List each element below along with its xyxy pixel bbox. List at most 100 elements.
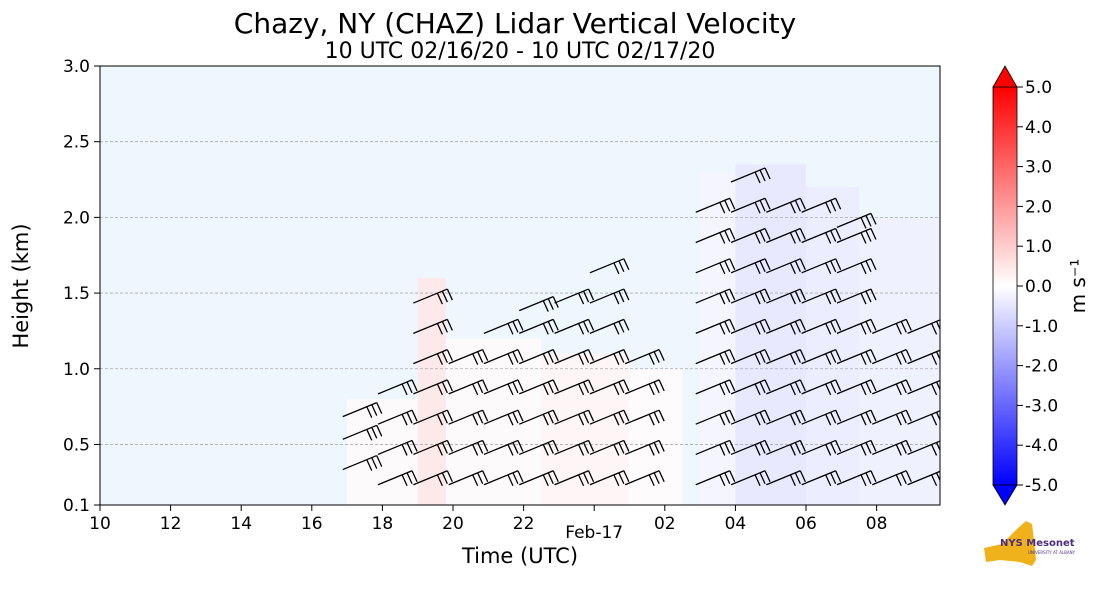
colorbar-max-extend [992,65,1018,88]
wind-barb [377,409,418,426]
y-axis: 0.1 0.5 1.0 1.5 2.0 2.5 3.0 [63,57,100,516]
wind-barb [730,197,771,214]
wind-barb [872,439,912,456]
wind-barb [554,379,595,396]
x-tick-label: 12 [160,514,182,534]
colorbar-label: m s⁻¹ [1066,259,1090,314]
wind-barb [554,288,595,305]
y-tick-label: 0.5 [63,435,90,455]
ny-state-shape [984,521,1036,566]
nys-mesonet-logo: NYS Mesonet UNIVERSITY AT ALBANY [984,521,1076,566]
y-tick-label: 2.5 [63,133,90,153]
wind-barb [695,258,736,275]
wind-barb [589,439,630,456]
y-axis-label: Height (km) [9,223,33,348]
wind-barb [519,409,559,426]
wind-barb [730,227,771,244]
wind-barb [730,409,771,426]
wind-barb [836,258,877,275]
wind-barb [872,409,912,426]
wind-barb [589,258,630,275]
x-axis: 10 12 14 16 18 20 22 Feb-17 02 04 06 08 [89,505,887,543]
wind-barb [695,197,736,214]
wind-barb [448,379,489,396]
wind-barb [766,470,806,486]
colorbar-fill [992,86,1018,486]
velocity-patch [806,187,859,505]
wind-barb [377,379,418,396]
x-tick-label: 20 [442,514,464,534]
wind-barb [907,349,940,365]
wind-barb [730,318,771,335]
wind-barb [554,470,595,486]
wind-barb [483,349,524,365]
wind-barb [801,349,842,365]
wind-barb [766,439,806,456]
wind-barb [836,227,877,244]
colorbar-tick-label: 0.0 [1025,277,1052,297]
wind-barb [519,379,559,396]
wind-barb [448,470,489,486]
y-tick-label: 1.0 [63,360,90,380]
wind-barb [766,349,806,365]
colorbar-tick-label: 5.0 [1025,78,1052,98]
x-tick-label: 16 [301,514,323,534]
wind-barb [519,470,559,486]
velocity-patch [541,353,630,505]
wind-barb [801,288,842,305]
wind-barb [624,409,665,426]
wind-barb [695,409,736,426]
wind-barb [836,212,877,229]
colorbar-tick-label: -3.0 [1025,396,1058,416]
wind-barb [589,349,630,365]
wind-barb [872,349,912,365]
wind-barb [907,379,940,396]
wind-barb [519,296,559,312]
x-tick-label: 18 [372,514,394,534]
wind-barb [801,197,842,214]
wind-barb [836,409,877,426]
velocity-patch [629,368,683,505]
y-tick-label: 0.1 [63,496,90,516]
logo-subtext: UNIVERSITY AT ALBANY [1028,550,1076,555]
wind-barb [448,439,489,456]
colorbar-tick-label: -1.0 [1025,317,1058,337]
x-tick-label: 08 [866,514,888,534]
wind-barb [377,470,418,486]
wind-barb [624,379,665,396]
wind-barb [342,454,383,471]
wind-barb [589,379,630,396]
wind-barb [377,439,418,456]
wind-barb [836,470,877,486]
wind-barb [589,318,630,335]
wind-barb [624,349,665,365]
colorbar-tick-label: 4.0 [1025,118,1052,138]
wind-barb [448,409,489,426]
wind-barb [730,288,771,305]
wind-barb [766,379,806,396]
x-tick-label: 02 [654,514,676,534]
wind-barb [554,318,595,335]
y-tick-label: 1.5 [63,284,90,304]
colorbar-min-extend [992,484,1018,506]
wind-barb [907,410,940,426]
wind-barb [872,318,912,335]
colorbar: 5.0 4.0 3.0 2.0 1.0 0.0 -1.0 -2.0 -3.0 -4.0 -5.0 m… [992,65,1090,506]
x-tick-label: 10 [89,514,111,534]
wind-barb [413,470,453,486]
x-axis-label: Time (UTC) [461,544,578,568]
wind-barb [730,379,771,396]
wind-barb [483,409,524,426]
wind-barb [624,439,665,456]
wind-barb [342,424,383,441]
wind-barb [766,288,806,305]
colorbar-tick-label: 1.0 [1025,237,1052,257]
wind-barb [730,167,771,184]
wind-barb [836,379,877,396]
wind-barb [483,439,524,456]
wind-barb [589,470,630,486]
velocity-patch [700,171,736,505]
wind-barb [695,288,736,305]
wind-barb [836,439,877,456]
